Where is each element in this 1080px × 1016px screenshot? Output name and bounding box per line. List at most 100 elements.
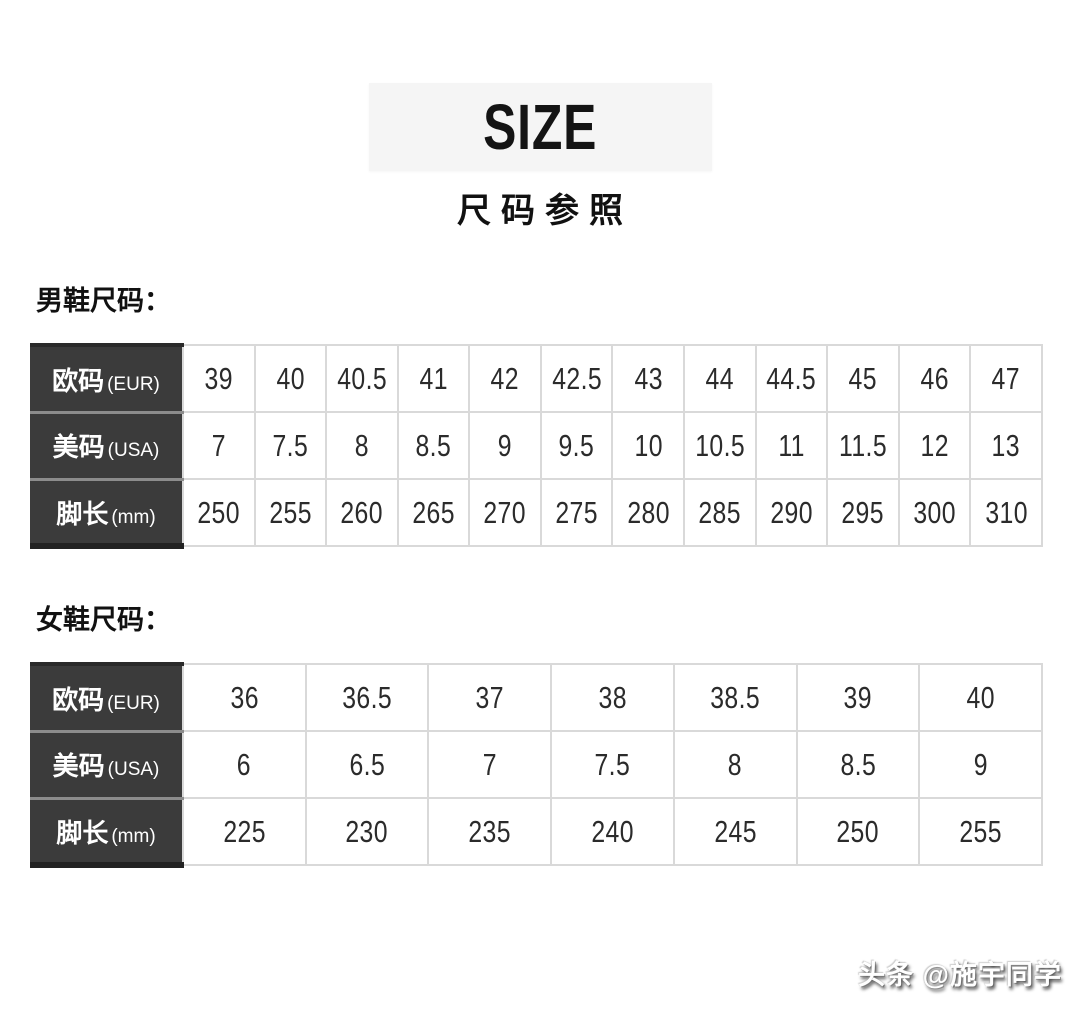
size-value: 39 bbox=[843, 680, 873, 716]
size-value: 45 bbox=[848, 361, 878, 397]
size-value: 255 bbox=[959, 814, 1002, 850]
size-value: 40 bbox=[966, 680, 995, 716]
size-value: 8.5 bbox=[415, 428, 452, 464]
size-value-cell: 12 bbox=[897, 411, 972, 481]
subtitle-size-reference: 尺码参照 bbox=[457, 192, 633, 230]
size-value-cell: 240 bbox=[550, 797, 675, 867]
size-value-cell: 45 bbox=[826, 344, 900, 414]
table-row: 美码 (USA) 7 7.5 8 8.5 9 9.5 10 10.5 11 11.5 12 13 bbox=[30, 410, 1043, 481]
size-value: 9 bbox=[497, 428, 513, 464]
size-value: 265 bbox=[412, 495, 455, 531]
size-value-cell: 8.5 bbox=[396, 411, 471, 481]
row-header-label: 美码 bbox=[52, 751, 105, 782]
size-value-cell: 6.5 bbox=[304, 730, 430, 800]
size-value-cell: 44 bbox=[683, 344, 757, 414]
size-value: 310 bbox=[984, 495, 1028, 531]
size-value: 240 bbox=[591, 814, 634, 850]
size-value: 37 bbox=[475, 680, 504, 716]
size-value-cell: 10.5 bbox=[683, 411, 757, 481]
size-value-cell: 260 bbox=[325, 478, 399, 548]
watermark: 头条 @施宇同学 bbox=[858, 953, 1062, 992]
size-value: 6 bbox=[237, 747, 252, 783]
size-value-cell: 11.5 bbox=[826, 411, 900, 481]
size-value: 7.5 bbox=[594, 747, 631, 783]
size-value-cell: 6 bbox=[182, 730, 307, 800]
table-row: 美码 (USA) 6 6.5 7 7.5 8 8.5 9 bbox=[30, 729, 1043, 800]
size-value-cell: 39 bbox=[182, 344, 256, 414]
size-value: 9 bbox=[973, 747, 988, 783]
size-value: 47 bbox=[991, 361, 1021, 397]
row-header-cell: 美码 (USA) bbox=[30, 729, 183, 800]
size-value: 230 bbox=[345, 814, 389, 850]
size-value-cell: 255 bbox=[253, 478, 328, 548]
size-value-cell: 43 bbox=[611, 344, 686, 414]
size-value-cell: 7.5 bbox=[253, 411, 328, 481]
size-value: 39 bbox=[204, 361, 233, 397]
size-title: SIZE bbox=[482, 91, 598, 163]
size-value: 7 bbox=[211, 428, 226, 464]
row-header-unit: (mm) bbox=[111, 506, 156, 528]
size-value-cell: 300 bbox=[897, 478, 972, 548]
size-value-cell: 265 bbox=[396, 478, 471, 548]
size-value: 250 bbox=[197, 495, 241, 531]
size-value-cell: 290 bbox=[754, 478, 829, 548]
size-value: 40.5 bbox=[337, 361, 387, 397]
size-value-cell: 285 bbox=[683, 478, 757, 548]
size-value: 42.5 bbox=[551, 361, 602, 397]
size-value: 44 bbox=[705, 361, 735, 397]
size-value: 245 bbox=[713, 814, 757, 850]
size-value-cell: 245 bbox=[672, 797, 798, 867]
size-value-cell: 44.5 bbox=[754, 344, 829, 414]
size-value: 36 bbox=[230, 680, 259, 716]
size-value: 44.5 bbox=[766, 361, 817, 397]
size-title-box: SIZE bbox=[368, 83, 712, 171]
table-row: 欧码 (EUR) 39 40 40.5 41 42 42.5 43 44 44.5 45 46 47 bbox=[30, 343, 1043, 414]
size-value-cell: 9 bbox=[468, 411, 542, 481]
size-value: 46 bbox=[920, 361, 949, 397]
size-value: 250 bbox=[836, 814, 880, 850]
watermark-text: 头条 @施宇同学 bbox=[858, 960, 1062, 990]
size-value-cell: 7 bbox=[182, 411, 256, 481]
size-value-cell: 39 bbox=[795, 663, 921, 733]
size-value: 275 bbox=[555, 495, 598, 531]
size-value: 7.5 bbox=[272, 428, 309, 464]
size-value-cell: 36 bbox=[182, 663, 307, 733]
size-value: 285 bbox=[698, 495, 742, 531]
size-value-cell: 250 bbox=[795, 797, 921, 867]
size-value: 8 bbox=[354, 428, 370, 464]
size-value: 290 bbox=[770, 495, 813, 531]
size-value-cell: 225 bbox=[182, 797, 307, 867]
size-value-cell: 42.5 bbox=[539, 344, 614, 414]
size-value-cell: 46 bbox=[897, 344, 972, 414]
row-header-label: 脚长 bbox=[56, 817, 109, 848]
size-value-cell: 37 bbox=[427, 663, 553, 733]
size-value: 300 bbox=[913, 495, 956, 531]
men-size-table: 欧码 (EUR) 39 40 40.5 41 42 42.5 43 44 44.5 45 46 47 美码(… bbox=[30, 343, 1043, 550]
row-header-label: 欧码 bbox=[52, 365, 105, 396]
size-value-cell: 38 bbox=[550, 663, 675, 733]
table-row: 欧码 (EUR) 36 36.5 37 38 38.5 39 40 bbox=[30, 662, 1043, 733]
size-value: 7 bbox=[482, 747, 497, 783]
size-value: 38.5 bbox=[710, 680, 761, 716]
size-value-cell: 8.5 bbox=[795, 730, 921, 800]
row-header-unit: (USA) bbox=[107, 759, 160, 781]
row-header-label: 美码 bbox=[52, 432, 105, 463]
size-value-cell: 270 bbox=[468, 478, 542, 548]
size-value-cell: 280 bbox=[611, 478, 686, 548]
size-value: 36.5 bbox=[342, 680, 392, 716]
size-value: 10 bbox=[634, 428, 663, 464]
size-value-cell: 47 bbox=[969, 344, 1043, 414]
row-header-label: 欧码 bbox=[52, 684, 105, 715]
table-row: 脚长 (mm) 250 255 260 265 270 275 280 285 290 295 300 3… bbox=[30, 477, 1043, 550]
size-value-cell: 36.5 bbox=[304, 663, 430, 733]
size-value-cell: 295 bbox=[826, 478, 900, 548]
women-size-table: 欧码 (EUR) 36 36.5 37 38 38.5 39 40 美码 (USA) 6 6.5 7 7.5… bbox=[30, 662, 1043, 869]
men-section-heading: 男鞋尺码： bbox=[36, 286, 171, 317]
size-value-cell: 8 bbox=[672, 730, 798, 800]
size-value: 8 bbox=[728, 747, 743, 783]
row-header-unit: (USA) bbox=[107, 440, 160, 462]
size-value-cell: 7 bbox=[427, 730, 553, 800]
size-value-cell: 310 bbox=[969, 478, 1043, 548]
size-value-cell: 40.5 bbox=[325, 344, 399, 414]
